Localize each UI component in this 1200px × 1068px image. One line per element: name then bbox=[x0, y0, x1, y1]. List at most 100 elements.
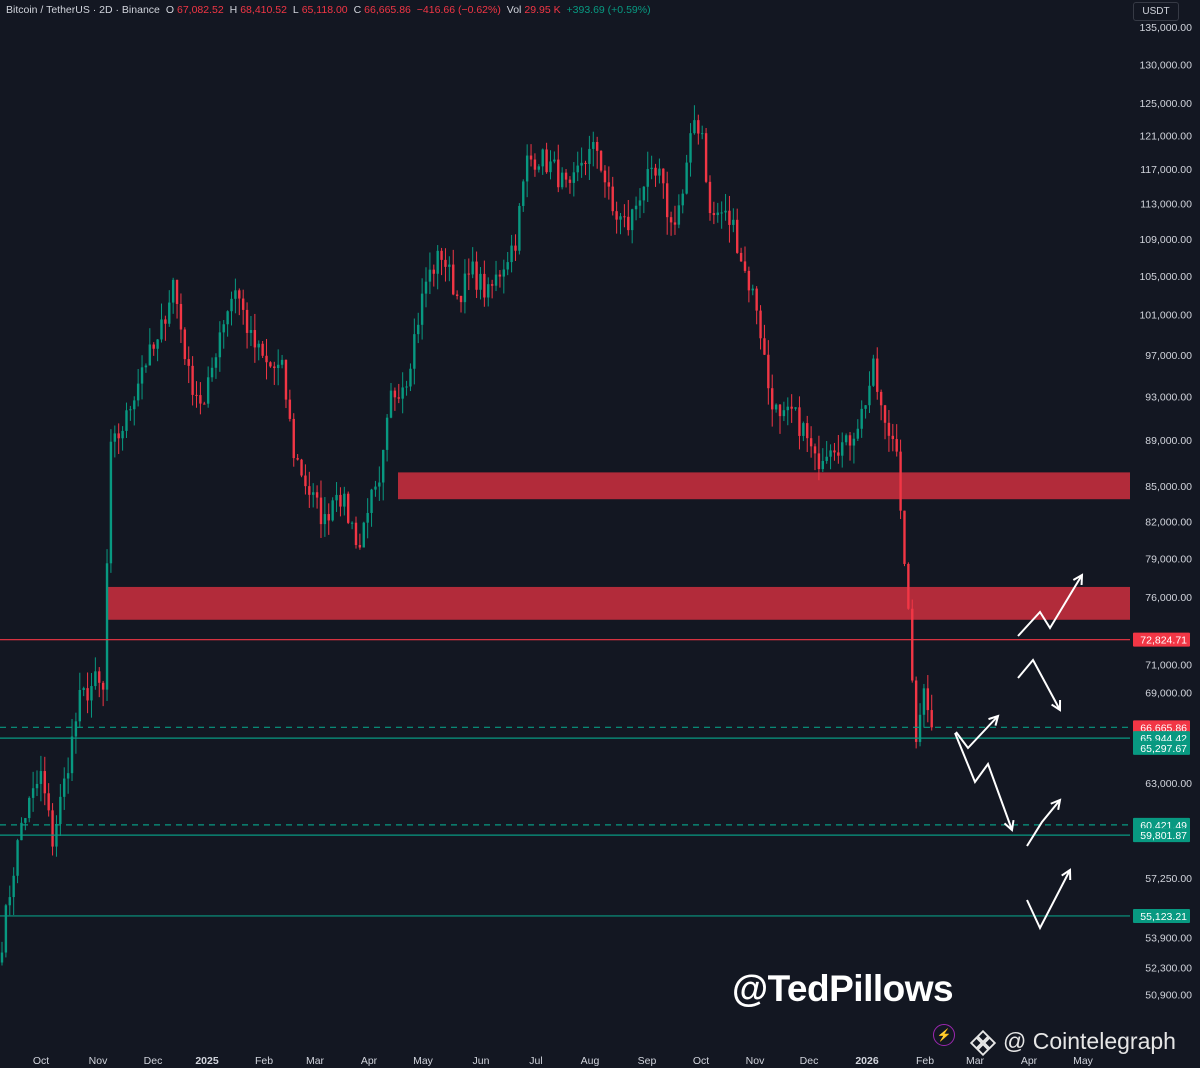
candle-body bbox=[350, 522, 354, 524]
candle-body bbox=[327, 514, 330, 521]
candle-body bbox=[490, 284, 494, 286]
candle-body bbox=[74, 721, 78, 737]
candle-body bbox=[440, 250, 443, 260]
candle-body bbox=[891, 435, 895, 440]
candle-body bbox=[94, 671, 97, 687]
candle-body bbox=[739, 252, 743, 262]
price-tick-label: 109,000.00 bbox=[1139, 234, 1192, 246]
time-tick-label: Apr bbox=[1021, 1055, 1038, 1067]
candle-body bbox=[471, 261, 474, 275]
candle-body bbox=[876, 358, 879, 392]
candle-body bbox=[312, 492, 315, 495]
candle-body bbox=[549, 161, 552, 173]
currency-unit-button[interactable]: USDT bbox=[1133, 2, 1179, 21]
candle-body bbox=[226, 311, 229, 325]
candle-body bbox=[4, 905, 8, 953]
candle-body bbox=[238, 290, 241, 299]
candle-body bbox=[428, 269, 432, 282]
candle-body bbox=[774, 404, 778, 410]
candle-body bbox=[374, 486, 377, 490]
candle-body bbox=[417, 324, 420, 335]
candle-body bbox=[514, 245, 517, 251]
candle-body bbox=[117, 433, 120, 439]
close-label: C bbox=[353, 4, 362, 16]
candle-body bbox=[553, 159, 556, 162]
projection-path bbox=[1017, 574, 1083, 637]
candle-body bbox=[899, 451, 902, 511]
candle-body bbox=[28, 797, 31, 819]
candle-body bbox=[51, 810, 54, 847]
candle-body bbox=[541, 149, 544, 167]
candle-body bbox=[370, 489, 373, 513]
candle-body bbox=[665, 183, 669, 218]
candle-body bbox=[677, 205, 681, 225]
candle-body bbox=[872, 358, 875, 386]
candle-body bbox=[592, 142, 595, 149]
candle-body bbox=[113, 433, 117, 442]
candle-body bbox=[257, 343, 260, 348]
resistance-zone bbox=[398, 472, 1130, 500]
candle-body bbox=[848, 435, 852, 446]
price-tick-label: 89,000.00 bbox=[1145, 435, 1192, 447]
candle-body bbox=[634, 205, 638, 210]
price-label-text: 72,824.71 bbox=[1140, 635, 1187, 647]
candle-body bbox=[494, 274, 498, 286]
candlestick-series bbox=[0, 105, 933, 966]
candle-body bbox=[522, 181, 525, 206]
candle-body bbox=[269, 362, 272, 367]
price-tick-label: 76,000.00 bbox=[1145, 592, 1192, 604]
lightning-icon[interactable]: ⚡ bbox=[933, 1024, 955, 1046]
time-tick-label: Nov bbox=[89, 1055, 108, 1067]
candle-body bbox=[199, 395, 202, 404]
price-label-box bbox=[1133, 908, 1190, 923]
candle-body bbox=[109, 441, 113, 564]
price-tick-label: 113,000.00 bbox=[1140, 198, 1192, 210]
symbol-name[interactable]: Bitcoin / TetherUS · 2D · Binance bbox=[6, 4, 160, 16]
candle-body bbox=[708, 181, 712, 214]
candle-body bbox=[43, 771, 46, 794]
candle-body bbox=[771, 388, 774, 410]
candle-body bbox=[623, 216, 626, 218]
candle-body bbox=[140, 367, 144, 384]
candle-body bbox=[292, 418, 295, 459]
candle-body bbox=[844, 435, 848, 443]
price-tick-label: 79,000.00 bbox=[1145, 553, 1192, 565]
author-watermark: @TedPillows bbox=[732, 968, 954, 1009]
candle-body bbox=[401, 387, 404, 399]
candle-body bbox=[241, 298, 245, 310]
projection-path bbox=[1017, 658, 1061, 711]
candle-body bbox=[66, 773, 70, 779]
candle-body bbox=[366, 512, 369, 523]
candle-body bbox=[78, 689, 81, 722]
time-axis[interactable]: Oct Nov Dec 2025 Feb Mar Apr May Jun Jul Aug Sep Oct… bbox=[33, 1055, 1094, 1067]
candle-body bbox=[646, 169, 649, 187]
price-tick-label: 53,900.00 bbox=[1145, 933, 1192, 945]
price-axis[interactable]: 135,000.00 130,000.00 125,000.00 121,000.00… bbox=[1139, 22, 1192, 1002]
candle-body bbox=[716, 212, 719, 216]
candle-body bbox=[537, 166, 541, 170]
price-label-box bbox=[1133, 632, 1190, 647]
candle-body bbox=[39, 771, 43, 784]
candle-body bbox=[187, 359, 190, 366]
price-tick-label: 57,250.00 bbox=[1145, 873, 1192, 885]
candle-body bbox=[922, 688, 926, 715]
candle-body bbox=[697, 120, 700, 134]
candle-body bbox=[12, 875, 15, 898]
candle-body bbox=[681, 193, 684, 206]
candle-body bbox=[720, 212, 723, 214]
candle-body bbox=[638, 200, 642, 206]
candle-body bbox=[794, 407, 797, 409]
candle-body bbox=[339, 494, 342, 507]
candle-body bbox=[420, 293, 424, 325]
candle-body bbox=[8, 897, 11, 906]
candle-body bbox=[455, 294, 459, 296]
candle-body bbox=[607, 182, 611, 187]
price-tick-label: 135,000.00 bbox=[1139, 22, 1192, 34]
candle-body bbox=[409, 368, 412, 387]
candle-body bbox=[331, 500, 334, 521]
candle-body bbox=[918, 714, 922, 742]
time-tick-label: Mar bbox=[306, 1055, 325, 1067]
candle-body bbox=[802, 423, 805, 436]
time-tick-label: Oct bbox=[693, 1055, 709, 1067]
